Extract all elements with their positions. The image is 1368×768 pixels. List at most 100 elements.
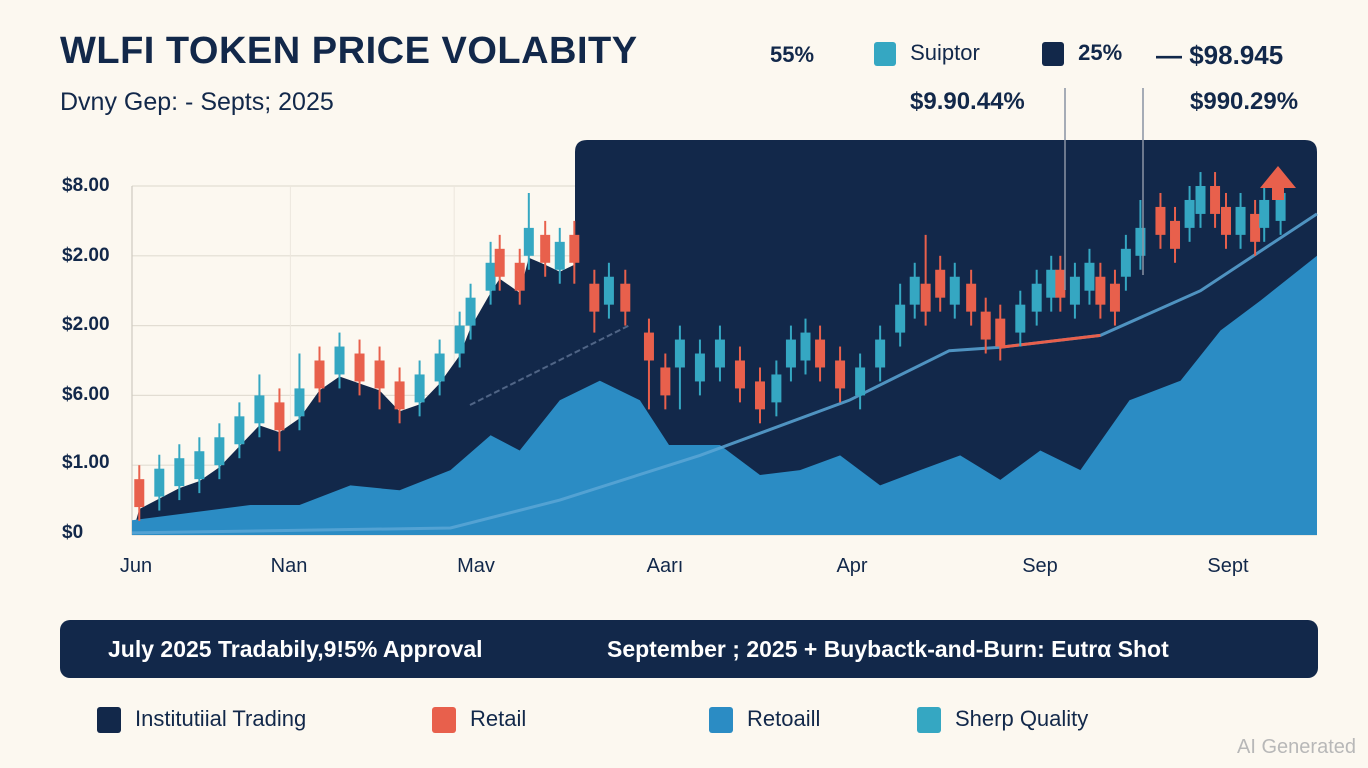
candle-body	[815, 339, 826, 368]
candle-body	[394, 381, 405, 410]
watermark: AI Generated	[1237, 736, 1356, 758]
candle-body	[1184, 199, 1195, 228]
stat-25: 25%	[1042, 40, 1123, 67]
x-tick-label: Sept	[1207, 555, 1249, 577]
candle-body	[1250, 213, 1261, 242]
candle-body	[855, 367, 866, 396]
navy-swatch-icon	[1042, 42, 1064, 67]
candle-body	[603, 276, 614, 305]
candle-body	[1220, 206, 1231, 235]
candle-body	[234, 416, 245, 445]
x-tick-label: Aarı	[646, 555, 684, 577]
candle-body	[414, 374, 425, 403]
stat-pct-1: $9.90.44%	[910, 88, 1025, 115]
candle-body	[540, 234, 551, 263]
x-tick-label: Jun	[119, 555, 153, 577]
candle-body	[354, 353, 365, 382]
candle-body	[569, 234, 580, 263]
y-tick-label: $2.00	[62, 314, 110, 335]
candle-body	[334, 346, 345, 375]
candle-body	[1210, 186, 1221, 214]
y-tick-label: $6.00	[62, 384, 110, 405]
candle-body	[1109, 283, 1120, 312]
legend-swatch-icon	[709, 707, 733, 734]
legend-swatch-icon	[432, 707, 456, 734]
up-arrow-icon	[1260, 166, 1296, 200]
candle-body	[1259, 199, 1270, 228]
candle-body	[754, 381, 765, 410]
stat-label: Suiptor	[910, 40, 980, 65]
candle-body	[174, 458, 185, 487]
candle-body	[254, 395, 265, 424]
candle-body	[554, 241, 565, 270]
candle-body	[949, 276, 960, 305]
candle-body	[194, 451, 205, 480]
legend-swatch-icon	[97, 707, 121, 734]
candle-body	[274, 402, 285, 431]
candle-body	[1155, 206, 1166, 235]
candle-body	[935, 269, 946, 298]
candle-body	[694, 353, 705, 382]
stat-55: 55%	[770, 42, 815, 67]
candle-body	[485, 262, 496, 291]
candle-body	[995, 318, 1006, 347]
y-tick-label: $0	[62, 522, 84, 543]
x-tick-label: Nan	[270, 555, 308, 577]
candle-body	[1015, 304, 1026, 333]
institutional-area	[132, 140, 1317, 535]
candle-body	[980, 311, 991, 340]
candle-body	[214, 437, 225, 466]
stat-pct-2: $990.29%	[1190, 88, 1299, 115]
trend-line	[131, 212, 1318, 535]
candle-body	[643, 332, 654, 361]
candle-body	[1170, 220, 1181, 249]
y-tick-label: $8.00	[62, 175, 110, 196]
candle-body	[620, 283, 631, 312]
candle-body	[660, 367, 671, 396]
candle-body	[1095, 276, 1106, 305]
candle-body	[1120, 248, 1131, 277]
candle-body	[1069, 276, 1080, 305]
event-banner	[60, 620, 1318, 678]
chart-subtitle: Dvny Gep: - Septs; 2025	[60, 88, 334, 116]
candle-body	[465, 297, 476, 326]
candle-body	[134, 479, 145, 508]
stat-price: — $98.945	[1156, 40, 1284, 70]
trend-line-red-segment	[1000, 333, 1101, 349]
legend-label: Institutiial Trading	[135, 706, 307, 731]
candle-body	[734, 360, 745, 389]
x-tick-label: Sep	[1022, 555, 1058, 577]
candle-body	[494, 248, 505, 277]
legend-label: Retoaill	[747, 706, 821, 731]
x-tick-label: Mav	[457, 555, 495, 577]
candle-body	[714, 339, 725, 368]
chart-title: WLFI TOKEN PRICE VOLABITY	[60, 30, 638, 72]
candle-body	[154, 468, 165, 497]
candle-body	[523, 227, 534, 256]
legend-label: Retail	[470, 706, 527, 731]
candle-body	[589, 283, 600, 312]
teal-swatch-icon	[874, 42, 896, 67]
candle-body	[920, 283, 931, 312]
legend-item-institutional: Institutiial Trading	[97, 706, 307, 734]
banner-event-july: July 2025 Tradabily,9!5% Approval	[108, 636, 483, 662]
dashed-trend	[469, 324, 631, 406]
candle-body	[674, 339, 685, 368]
legend-item-retail: Retail	[432, 706, 527, 734]
legend-item-sherp-quality: Sherp Quality	[917, 706, 1088, 734]
candle-body	[1135, 227, 1146, 256]
candle-body	[454, 325, 465, 354]
y-tick-label: $2.00	[62, 245, 110, 266]
candle-body	[434, 353, 445, 382]
legend-swatch-icon	[917, 707, 941, 734]
candle-body	[294, 388, 305, 417]
candle-body	[771, 374, 782, 403]
stat-value: 25%	[1078, 40, 1123, 65]
candle-body	[909, 276, 920, 305]
candle-body	[1046, 269, 1057, 298]
candle-body	[1275, 192, 1286, 221]
stat-suiptor: Suiptor	[874, 40, 980, 67]
candle-body	[785, 339, 796, 368]
candle-body	[875, 339, 886, 368]
